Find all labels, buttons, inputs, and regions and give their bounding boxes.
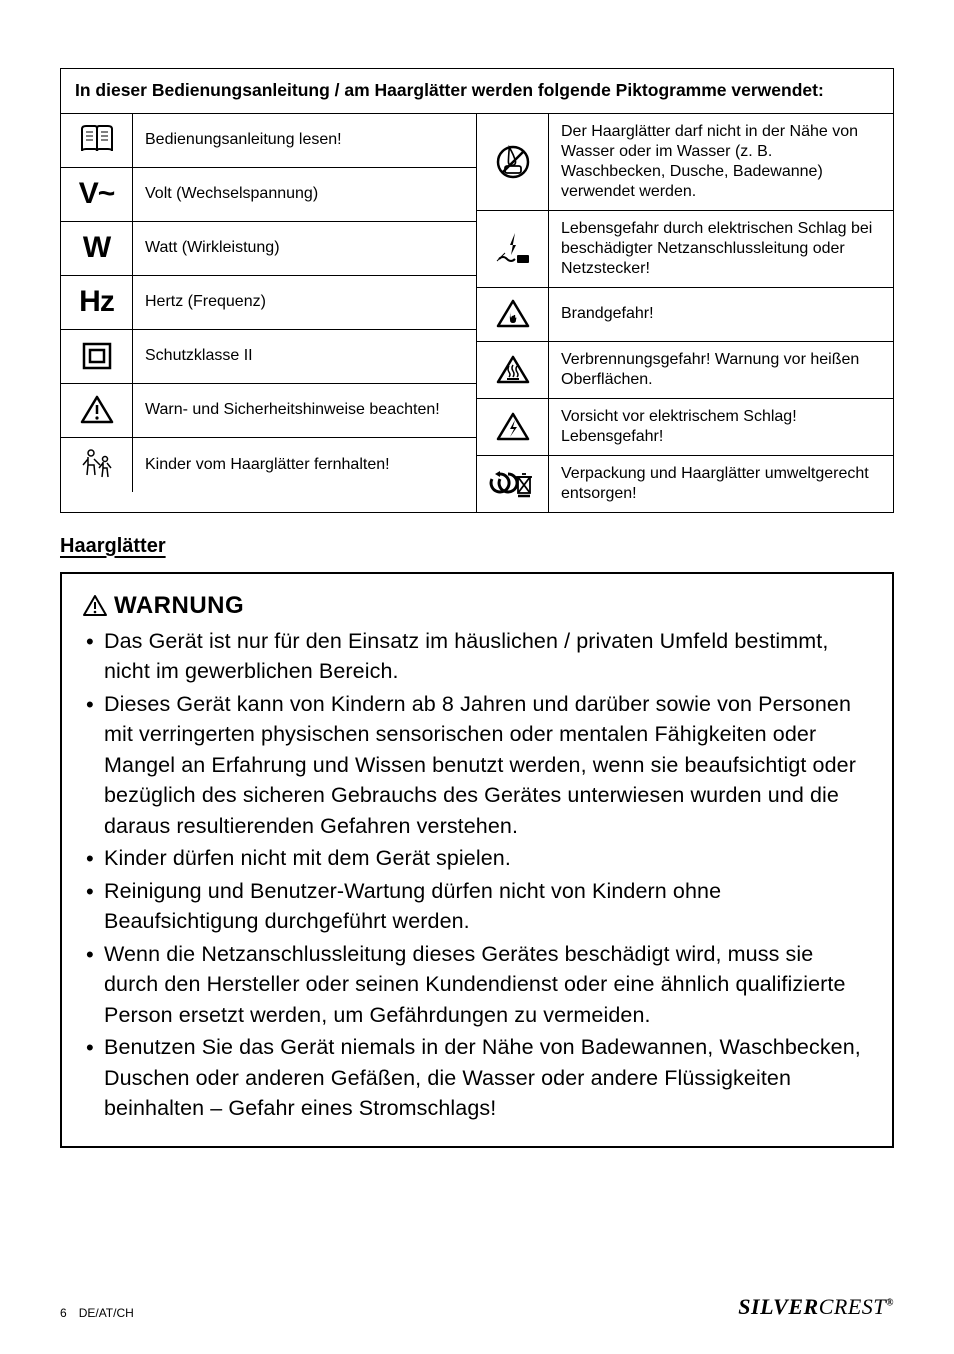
- pictogram-text: Watt (Wirkleistung): [133, 230, 476, 266]
- warning-box: WARNUNG Das Gerät ist nur für den Einsat…: [60, 572, 894, 1148]
- list-item: Reinigung und Benutzer-Wartung dürfen ni…: [82, 876, 872, 937]
- pictogram-table-header: In dieser Bedienungsanleitung / am Haarg…: [61, 69, 893, 114]
- pictogram-text: Brandgefahr!: [549, 296, 893, 332]
- recycle-icon: [477, 456, 549, 512]
- electric-shock-icon: [477, 399, 549, 455]
- warning-heading: WARNUNG: [82, 592, 872, 620]
- watt-icon: W: [61, 222, 133, 275]
- pictogram-text: Verpackung und Haarglätter umwelt­gerech…: [549, 456, 893, 512]
- table-row: W Watt (Wirkleistung): [61, 222, 476, 276]
- class2-icon: [61, 330, 133, 383]
- brand-mark: ®: [886, 1298, 894, 1309]
- pictogram-text: Kinder vom Haarglätter fernhalten!: [133, 447, 476, 483]
- page: In dieser Bedienungsanleitung / am Haarg…: [0, 0, 954, 1354]
- pictogram-text: Der Haarglätter darf nicht in der Nähe v…: [549, 114, 893, 210]
- list-item: Das Gerät ist nur für den Einsatz im häu…: [82, 626, 872, 687]
- page-number: 6: [60, 1306, 67, 1320]
- table-row: Lebensgefahr durch elektrischen Schlag b…: [477, 211, 893, 288]
- table-row: Hz Hertz (Frequenz): [61, 276, 476, 330]
- table-row: Verpackung und Haarglätter umwelt­gerech…: [477, 456, 893, 512]
- table-row: Vorsicht vor elektrischem Schlag! Lebens…: [477, 399, 893, 456]
- table-row: Der Haarglätter darf nicht in der Nähe v…: [477, 114, 893, 211]
- no-water-icon: [477, 114, 549, 210]
- page-footer: 6 DE/AT/CH SILVERCREST®: [60, 1294, 894, 1320]
- pictogram-text: Lebensgefahr durch elektrischen Schlag b…: [549, 211, 893, 287]
- footer-left: 6 DE/AT/CH: [60, 1306, 134, 1320]
- pictogram-text: Hertz (Frequenz): [133, 284, 476, 320]
- table-row: Warn- und Sicherheitshinweise beachten!: [61, 384, 476, 438]
- brand-logo: SILVERCREST®: [738, 1294, 894, 1320]
- hot-surface-icon: [477, 342, 549, 398]
- pictogram-text: Bedienungsanleitung lesen!: [133, 122, 476, 158]
- volt-icon: V~: [61, 168, 133, 221]
- list-item: Kinder dürfen nicht mit dem Gerät spiele…: [82, 843, 872, 874]
- table-row: Brandgefahr!: [477, 288, 893, 342]
- list-item: Benutzen Sie das Gerät niemals in der Nä…: [82, 1032, 872, 1124]
- table-row: Bedienungsanleitung lesen!: [61, 114, 476, 168]
- list-item: Wenn die Netzanschlussleitung dieses Ger…: [82, 939, 872, 1031]
- table-row: V~ Volt (Wechselspannung): [61, 168, 476, 222]
- brand-bold: SILVER: [738, 1294, 818, 1319]
- table-row: Schutzklasse II: [61, 330, 476, 384]
- manual-icon: [61, 114, 133, 167]
- pictogram-left-column: Bedienungsanleitung lesen! V~ Volt (Wech…: [61, 114, 477, 512]
- warning-heading-text: WARNUNG: [114, 592, 244, 620]
- fire-icon: [477, 288, 549, 341]
- brand-light: CREST: [819, 1294, 886, 1319]
- pictogram-text: Vorsicht vor elektrischem Schlag! Lebens…: [549, 399, 893, 455]
- pictogram-text: Verbrennungsgefahr! Warnung vor heißen O…: [549, 342, 893, 398]
- pictogram-table-body: Bedienungsanleitung lesen! V~ Volt (Wech…: [61, 114, 893, 512]
- warning-icon: [61, 384, 133, 437]
- warning-list: Das Gerät ist nur für den Einsatz im häu…: [82, 626, 872, 1124]
- pictogram-table: In dieser Bedienungsanleitung / am Haarg…: [60, 68, 894, 513]
- pictogram-right-column: Der Haarglätter darf nicht in der Nähe v…: [477, 114, 893, 512]
- warning-triangle-icon: [82, 594, 108, 618]
- footer-region: DE/AT/CH: [79, 1306, 134, 1320]
- pictogram-text: Warn- und Sicherheitshinweise beachten!: [133, 392, 476, 428]
- keep-away-children-icon: [61, 438, 133, 492]
- damaged-cord-icon: [477, 211, 549, 287]
- pictogram-text: Volt (Wechselspannung): [133, 176, 476, 212]
- pictogram-text: Schutzklasse II: [133, 338, 476, 374]
- section-title: Haarglätter: [60, 535, 894, 558]
- table-row: Kinder vom Haarglätter fernhalten!: [61, 438, 476, 492]
- list-item: Dieses Gerät kann von Kindern ab 8 Jahre…: [82, 689, 872, 842]
- hertz-icon: Hz: [61, 276, 133, 329]
- table-row: Verbrennungsgefahr! Warnung vor heißen O…: [477, 342, 893, 399]
